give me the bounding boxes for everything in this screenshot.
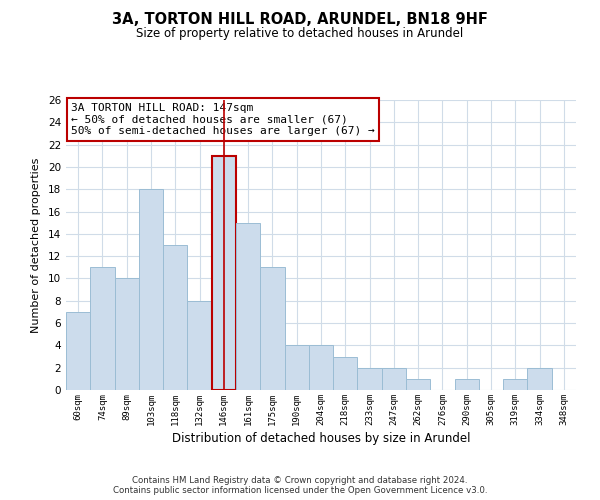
Bar — [503, 379, 527, 390]
X-axis label: Distribution of detached houses by size in Arundel: Distribution of detached houses by size … — [172, 432, 470, 445]
Bar — [309, 346, 333, 390]
Bar — [139, 189, 163, 390]
Bar — [333, 356, 358, 390]
Bar — [66, 312, 90, 390]
Text: 3A, TORTON HILL ROAD, ARUNDEL, BN18 9HF: 3A, TORTON HILL ROAD, ARUNDEL, BN18 9HF — [112, 12, 488, 28]
Bar — [212, 156, 236, 390]
Bar — [163, 245, 187, 390]
Bar — [284, 346, 309, 390]
Bar — [382, 368, 406, 390]
Text: 3A TORTON HILL ROAD: 147sqm
← 50% of detached houses are smaller (67)
50% of sem: 3A TORTON HILL ROAD: 147sqm ← 50% of det… — [71, 103, 375, 136]
Bar — [187, 301, 212, 390]
Text: Size of property relative to detached houses in Arundel: Size of property relative to detached ho… — [136, 28, 464, 40]
Y-axis label: Number of detached properties: Number of detached properties — [31, 158, 41, 332]
Bar — [455, 379, 479, 390]
Bar — [260, 268, 284, 390]
Bar — [358, 368, 382, 390]
Bar — [406, 379, 430, 390]
Bar — [527, 368, 552, 390]
Bar — [90, 268, 115, 390]
Text: Contains HM Land Registry data © Crown copyright and database right 2024.
Contai: Contains HM Land Registry data © Crown c… — [113, 476, 487, 495]
Bar — [115, 278, 139, 390]
Bar — [236, 222, 260, 390]
